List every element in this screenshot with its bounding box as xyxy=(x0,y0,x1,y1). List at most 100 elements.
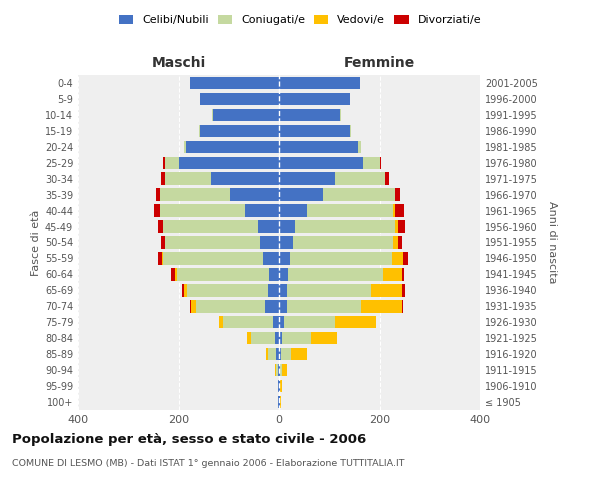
Bar xyxy=(281,332,311,344)
Bar xyxy=(279,348,281,360)
Bar xyxy=(398,220,405,233)
Bar xyxy=(311,332,337,344)
Bar xyxy=(163,220,258,233)
Bar xyxy=(161,236,165,248)
Y-axis label: Fasce di età: Fasce di età xyxy=(31,210,41,276)
Bar xyxy=(182,284,184,296)
Bar xyxy=(335,316,376,328)
Bar xyxy=(266,348,268,360)
Bar xyxy=(158,220,163,233)
Bar xyxy=(265,300,279,312)
Bar xyxy=(166,156,179,169)
Bar xyxy=(157,188,160,201)
Bar xyxy=(163,252,263,264)
Bar xyxy=(290,348,307,360)
Bar xyxy=(279,77,361,89)
Bar xyxy=(279,156,364,169)
Text: COMUNE DI LESMO (MB) - Dati ISTAT 1° gennaio 2006 - Elaborazione TUTTITALIA.IT: COMUNE DI LESMO (MB) - Dati ISTAT 1° gen… xyxy=(12,459,404,468)
Bar xyxy=(284,316,335,328)
Bar xyxy=(393,204,395,217)
Bar xyxy=(290,252,392,264)
Bar xyxy=(280,380,282,392)
Bar xyxy=(350,124,352,137)
Bar xyxy=(160,204,245,217)
Bar xyxy=(280,364,282,376)
Bar xyxy=(401,268,404,280)
Bar xyxy=(251,332,275,344)
Bar xyxy=(199,124,200,137)
Bar xyxy=(395,220,398,233)
Bar xyxy=(402,300,403,312)
Bar xyxy=(279,300,287,312)
Bar xyxy=(279,268,288,280)
Bar xyxy=(287,300,361,312)
Bar xyxy=(212,108,279,121)
Bar xyxy=(279,108,340,121)
Bar xyxy=(245,204,279,217)
Bar xyxy=(223,316,273,328)
Bar xyxy=(398,236,401,248)
Bar xyxy=(158,252,163,264)
Bar xyxy=(395,204,404,217)
Bar xyxy=(364,156,380,169)
Bar xyxy=(269,268,279,280)
Bar xyxy=(190,77,279,89)
Bar xyxy=(282,364,287,376)
Y-axis label: Anni di nascita: Anni di nascita xyxy=(547,201,557,284)
Bar xyxy=(279,220,295,233)
Bar xyxy=(279,236,293,248)
Bar xyxy=(178,268,269,280)
Bar xyxy=(293,236,392,248)
Bar xyxy=(279,188,323,201)
Bar xyxy=(278,364,279,376)
Bar xyxy=(277,364,278,376)
Bar xyxy=(247,332,251,344)
Bar xyxy=(358,140,361,153)
Bar xyxy=(211,172,279,185)
Legend: Celibi/Nubili, Coniugati/e, Vedovi/e, Divorziati/e: Celibi/Nubili, Coniugati/e, Vedovi/e, Di… xyxy=(115,10,485,30)
Bar xyxy=(288,268,383,280)
Bar xyxy=(279,284,287,296)
Bar xyxy=(279,124,350,137)
Bar xyxy=(279,252,290,264)
Bar xyxy=(218,316,223,328)
Bar xyxy=(160,188,230,201)
Bar xyxy=(165,172,211,185)
Bar xyxy=(380,156,381,169)
Bar xyxy=(281,348,290,360)
Bar xyxy=(260,236,279,248)
Bar xyxy=(279,172,335,185)
Bar xyxy=(279,316,284,328)
Bar xyxy=(258,220,279,233)
Bar xyxy=(287,284,371,296)
Bar xyxy=(295,220,395,233)
Bar xyxy=(175,268,178,280)
Text: Maschi: Maschi xyxy=(151,56,206,70)
Bar xyxy=(279,204,307,217)
Bar xyxy=(191,300,196,312)
Bar xyxy=(392,236,398,248)
Bar xyxy=(392,252,403,264)
Bar xyxy=(277,348,279,360)
Bar xyxy=(163,156,166,169)
Bar xyxy=(268,284,279,296)
Bar xyxy=(166,236,260,248)
Bar xyxy=(154,204,160,217)
Bar xyxy=(268,348,277,360)
Bar xyxy=(371,284,402,296)
Text: Femmine: Femmine xyxy=(344,56,415,70)
Bar xyxy=(395,188,400,201)
Bar xyxy=(187,284,268,296)
Bar xyxy=(263,252,279,264)
Bar xyxy=(184,284,187,296)
Bar xyxy=(335,172,385,185)
Bar xyxy=(161,172,165,185)
Bar xyxy=(402,284,404,296)
Bar xyxy=(361,300,402,312)
Bar xyxy=(280,396,281,408)
Bar xyxy=(171,268,175,280)
Bar xyxy=(186,140,279,153)
Bar xyxy=(307,204,393,217)
Bar xyxy=(184,140,186,153)
Bar xyxy=(275,364,277,376)
